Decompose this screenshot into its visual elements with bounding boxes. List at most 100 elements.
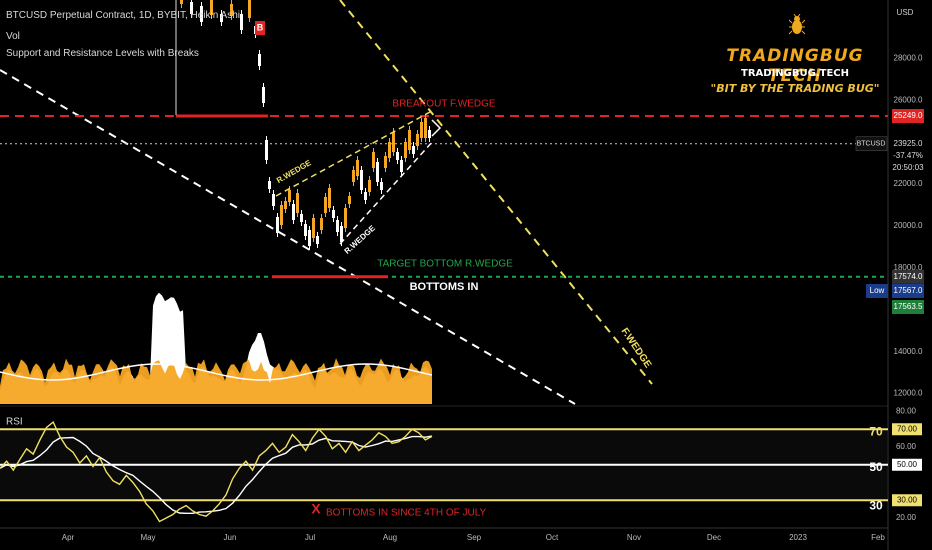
rsi-annotation: BOTTOMS IN SINCE 4TH OF JULY bbox=[326, 508, 487, 519]
candle-body bbox=[428, 130, 431, 138]
candle-body bbox=[392, 132, 395, 152]
support-price-tag-bg bbox=[892, 269, 924, 284]
low-price-tag-bg bbox=[892, 284, 924, 298]
candle-body bbox=[396, 152, 399, 160]
price-tick-label: 18000.0 bbox=[894, 263, 923, 272]
brand-logo-title: TRADINGBUG TECH bbox=[726, 46, 864, 86]
rsi-band-tag-bg bbox=[892, 494, 922, 507]
candle-body bbox=[288, 190, 291, 202]
candle-body bbox=[368, 180, 371, 192]
falling-wedge-trendline bbox=[339, 0, 653, 385]
other-price-tag: 17563.5 bbox=[894, 302, 923, 311]
candle-body bbox=[296, 193, 299, 213]
rsi-label: RSI bbox=[6, 417, 23, 428]
candle-body bbox=[272, 194, 275, 206]
resistance-price-tag-bg bbox=[892, 109, 924, 124]
r-wedge-lower-label: R.WEDGE bbox=[343, 223, 378, 256]
candle-body bbox=[240, 14, 243, 30]
candle-body bbox=[210, 0, 213, 15]
candle-body bbox=[352, 170, 355, 182]
candle-body bbox=[416, 134, 419, 146]
candle-body bbox=[404, 142, 407, 158]
candle-body bbox=[200, 6, 203, 22]
time-tick-label: Dec bbox=[707, 533, 721, 542]
candle-body bbox=[248, 0, 251, 18]
wedge-apex-mark bbox=[431, 119, 442, 137]
candle-body bbox=[376, 162, 379, 182]
price-tick-label: 20000.0 bbox=[894, 221, 923, 230]
volume-ma-line bbox=[0, 363, 433, 381]
candle-body bbox=[262, 87, 265, 103]
candle-body bbox=[328, 188, 331, 208]
candle-body bbox=[190, 2, 193, 14]
support-price-tag: 17574.0 bbox=[894, 272, 923, 281]
candle-body bbox=[360, 170, 363, 190]
candle-body bbox=[420, 122, 423, 138]
volume-area-up bbox=[0, 358, 432, 404]
low-label-bg bbox=[866, 284, 888, 298]
rsi-level-marker: 50 bbox=[869, 460, 883, 474]
sr-indicator-label: Support and Resistance Levels with Break… bbox=[6, 48, 199, 59]
candle-body bbox=[230, 4, 233, 16]
time-tick-label: Sep bbox=[467, 533, 482, 542]
bug-icon bbox=[788, 13, 806, 41]
break-marker-label: B bbox=[257, 22, 264, 32]
candle-body bbox=[308, 230, 311, 246]
candle-body bbox=[324, 197, 327, 213]
candle-body bbox=[220, 14, 223, 22]
candle-body bbox=[258, 54, 261, 66]
low-label: Low bbox=[870, 286, 885, 295]
brand-logo-tagline: "BIT BY THE TRADING BUG" bbox=[710, 82, 880, 95]
time-tick-label: Jun bbox=[224, 533, 237, 542]
candle-body bbox=[332, 210, 335, 218]
last-price-tag: 23925.0 bbox=[894, 139, 923, 148]
price-axis-unit: USD bbox=[897, 8, 914, 17]
candle-body bbox=[344, 208, 347, 228]
rsi-band-tag: 30.00 bbox=[897, 495, 918, 504]
price-tick-label: 12000.0 bbox=[894, 389, 923, 398]
candle-body bbox=[304, 224, 307, 236]
resistance-price-tag: 25249.0 bbox=[894, 111, 923, 120]
rsi-tick-label: 60.00 bbox=[896, 442, 917, 451]
symbol-tag-bg bbox=[855, 136, 888, 152]
time-tick-label: Aug bbox=[383, 533, 397, 542]
candle-body bbox=[400, 160, 403, 172]
candle-body bbox=[388, 142, 391, 158]
candle-body bbox=[180, 0, 183, 4]
candle-body bbox=[284, 201, 287, 209]
candle-body bbox=[276, 217, 279, 233]
target-annotation: TARGET BOTTOM R.WEDGE bbox=[377, 259, 513, 270]
candle-body bbox=[364, 192, 367, 200]
rsi-band-tag-bg bbox=[892, 458, 922, 471]
other-price-tag-bg bbox=[892, 300, 924, 314]
candle-body bbox=[372, 152, 375, 168]
time-tick-label: Apr bbox=[62, 533, 75, 542]
time-tick-label: May bbox=[140, 533, 155, 542]
price-change-tag: -37.47% bbox=[893, 151, 923, 160]
break-marker bbox=[255, 21, 265, 35]
price-tick-label: 22000.0 bbox=[894, 179, 923, 188]
breakout-annotation: BREAKOUT F.WEDGE bbox=[392, 99, 495, 110]
time-tick-label: Jul bbox=[305, 533, 315, 542]
rsi-tick-label: 80.00 bbox=[896, 407, 917, 416]
rsi-level-marker: 30 bbox=[869, 498, 883, 512]
time-tick-label: 2023 bbox=[789, 533, 807, 542]
candle-body bbox=[300, 214, 303, 222]
descending-trendline bbox=[0, 69, 576, 405]
candle-body bbox=[340, 226, 343, 242]
candle-body bbox=[424, 118, 427, 138]
bar-countdown-tag: 20:50:03 bbox=[892, 163, 924, 172]
time-tick-label: Feb bbox=[871, 533, 885, 542]
time-tick-label: Oct bbox=[546, 533, 559, 542]
rsi-band-tag: 70.00 bbox=[897, 424, 918, 433]
bottoms-annotation: BOTTOMS IN bbox=[410, 281, 479, 293]
time-tick-label: Nov bbox=[627, 533, 641, 542]
rsi-bottom-marker: X bbox=[311, 501, 321, 517]
price-tick-label: 14000.0 bbox=[894, 347, 923, 356]
candle-body bbox=[356, 160, 359, 176]
rsi-level-marker: 70 bbox=[869, 424, 883, 438]
candle-body bbox=[348, 196, 351, 204]
symbol-tag: BTCUSD bbox=[857, 141, 886, 148]
candle-body bbox=[292, 204, 295, 220]
